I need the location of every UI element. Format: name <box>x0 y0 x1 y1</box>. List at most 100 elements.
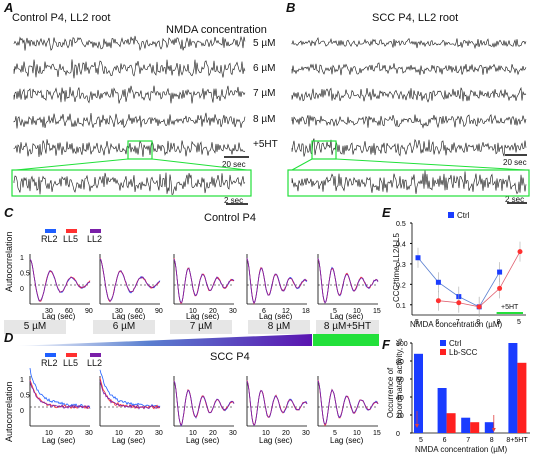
e-ytick-1: 0.2 <box>396 282 406 289</box>
d-series-1-0 <box>99 369 161 408</box>
c-xtick-0-0: 30 <box>45 308 53 315</box>
f-ytick-3: 60 <box>396 377 404 384</box>
panel-a-concentration-heading: NMDA concentration <box>166 24 267 36</box>
legend-label-ll5-d: LL5 <box>63 358 79 368</box>
c-xtick-2-1: 20 <box>209 308 217 315</box>
panel-a-traces <box>13 35 246 195</box>
panel-letter-e: E <box>382 205 391 220</box>
panel-letter-b: B <box>286 0 296 15</box>
d-xtick-1-1: 20 <box>135 430 143 437</box>
c-series-1-2 <box>99 258 161 302</box>
panel-f-xlabel: NMDA concentration (µM) <box>415 445 508 454</box>
panel-b-traces <box>291 36 527 195</box>
c-xtick-3-2: 18 <box>302 308 310 315</box>
b-trace-5 <box>291 170 527 195</box>
a-trace-3 <box>13 112 246 129</box>
legend-swatch-ll5-d <box>66 353 77 357</box>
panel-b-title: SCC P4, LL2 root <box>372 12 459 24</box>
d-ytick-2: 0 <box>20 408 24 415</box>
e-xtick-5: 5 <box>517 319 521 326</box>
recording-traces <box>11 35 530 205</box>
e-point-0-0 <box>415 255 421 261</box>
b-trace-2 <box>291 86 527 103</box>
d-series-3-2 <box>246 380 308 427</box>
legend-label-ll2-d: LL2 <box>87 358 103 368</box>
f-ytick-5: 100 <box>396 341 408 348</box>
d-series-1-2 <box>99 380 161 410</box>
legend-swatch-ll5 <box>66 229 77 233</box>
f-ytick-2: 40 <box>396 395 404 402</box>
legend-label-ll2: LL2 <box>87 234 103 244</box>
e-ytick-4: 0.5 <box>396 221 406 228</box>
d-xlabel-1: Lag (sec) <box>112 436 146 445</box>
e-point-1-2 <box>456 300 462 306</box>
c-xtick-3-0: 6 <box>262 308 266 315</box>
panel-e-legend-label: Ctrl <box>457 211 470 220</box>
panel-a-scale-20sec: 20 sec <box>222 160 246 169</box>
c-xtick-4-2: 15 <box>373 308 381 315</box>
d-series-2-2 <box>173 380 235 427</box>
conc-box-8um: 8 µM <box>248 320 310 334</box>
d-xtick-4-2: 15 <box>373 430 381 437</box>
panel-f-chart: 0 20 40 60 80 100 5 6 7 8 8+5HT <box>396 341 530 444</box>
d-xtick-4-0: 5 <box>333 430 337 437</box>
d-xtick-0-0: 10 <box>45 430 53 437</box>
legend-swatch-rl2-d <box>45 353 56 357</box>
f-ytick-0: 0 <box>396 431 400 438</box>
d-xtick-1-0: 10 <box>115 430 123 437</box>
d-xtick-3-2: 30 <box>302 430 310 437</box>
c-xtick-1-0: 30 <box>115 308 123 315</box>
d-xlabel-4: Lag (sec) <box>330 436 364 445</box>
c-xtick-4-1: 10 <box>353 308 361 315</box>
d-xtick-3-0: 10 <box>262 430 270 437</box>
f-ytick-4: 80 <box>396 359 404 366</box>
panel-f-legend-ctrl: Ctrl <box>449 339 462 348</box>
panel-f-ylabel: Occurrence of coordinated activity, % <box>386 338 404 418</box>
c-series-0-2 <box>29 258 91 302</box>
panel-a-zoom-marker <box>127 140 153 160</box>
concentration-gradient <box>14 334 379 346</box>
c-ytick-2: 0 <box>20 286 24 293</box>
panel-letter-c: C <box>4 205 14 220</box>
b-trace-4 <box>291 138 527 157</box>
panel-f-legend: Ctrl Lb-SCC <box>440 339 477 357</box>
panel-e-chart: 0.1 0.2 0.3 0.4 0.5 5 6 7 8 8 5 <box>396 221 526 326</box>
d-series-0-0 <box>29 368 91 409</box>
f-bar-0-4 <box>508 343 518 433</box>
f-bar-0-1 <box>437 388 447 433</box>
conc-box-7um: 7 µM <box>170 320 232 334</box>
conc-box-6um: 6 µM <box>93 320 155 334</box>
c-xtick-2-0: 10 <box>189 308 197 315</box>
panel-e-legend-swatch <box>448 212 454 218</box>
conc-box-8um-5ht: 8 µM+5HT <box>316 320 379 334</box>
row-label-6um: 6 µM <box>253 63 276 74</box>
e-point-1-4 <box>497 285 503 291</box>
d-xtick-1-2: 30 <box>155 430 163 437</box>
a-trace-0 <box>13 35 246 52</box>
panel-a-title: Control P4, LL2 root <box>12 12 111 24</box>
f-bar-0-0 <box>414 353 423 433</box>
c-xlabel-1: Lag (sec) <box>112 312 146 321</box>
row-label-5ht: +5HT <box>253 139 278 150</box>
c-xlabel-4: Lag (sec) <box>330 312 364 321</box>
panel-a-zoom-line-right <box>151 158 248 171</box>
c-xtick-0-1: 60 <box>65 308 73 315</box>
d-xtick-4-1: 10 <box>353 430 361 437</box>
c-xlabel-0: Lag (sec) <box>42 312 76 321</box>
b-trace-3 <box>291 113 527 129</box>
panel-a-scale-2sec: 2 sec <box>224 196 244 205</box>
f-xtick-1: 6 <box>443 437 447 444</box>
c-series-0-1 <box>29 258 91 302</box>
f-xtick-0: 5 <box>419 437 423 444</box>
panel-f-legend-swatch-ctrl <box>440 340 446 346</box>
e-point-1-3 <box>476 304 482 310</box>
f-ytick-1: 20 <box>396 413 404 420</box>
c-series-3-2 <box>246 257 308 304</box>
f-bar-1-4 <box>517 362 527 433</box>
f-bar-0-2 <box>461 417 471 433</box>
f-bar-1-2 <box>470 422 480 433</box>
panel-f-legend-swatch-scc <box>440 349 446 355</box>
panel-e-5ht-annotation: +5HT <box>501 304 519 311</box>
f-bar-0-3 <box>484 422 494 433</box>
